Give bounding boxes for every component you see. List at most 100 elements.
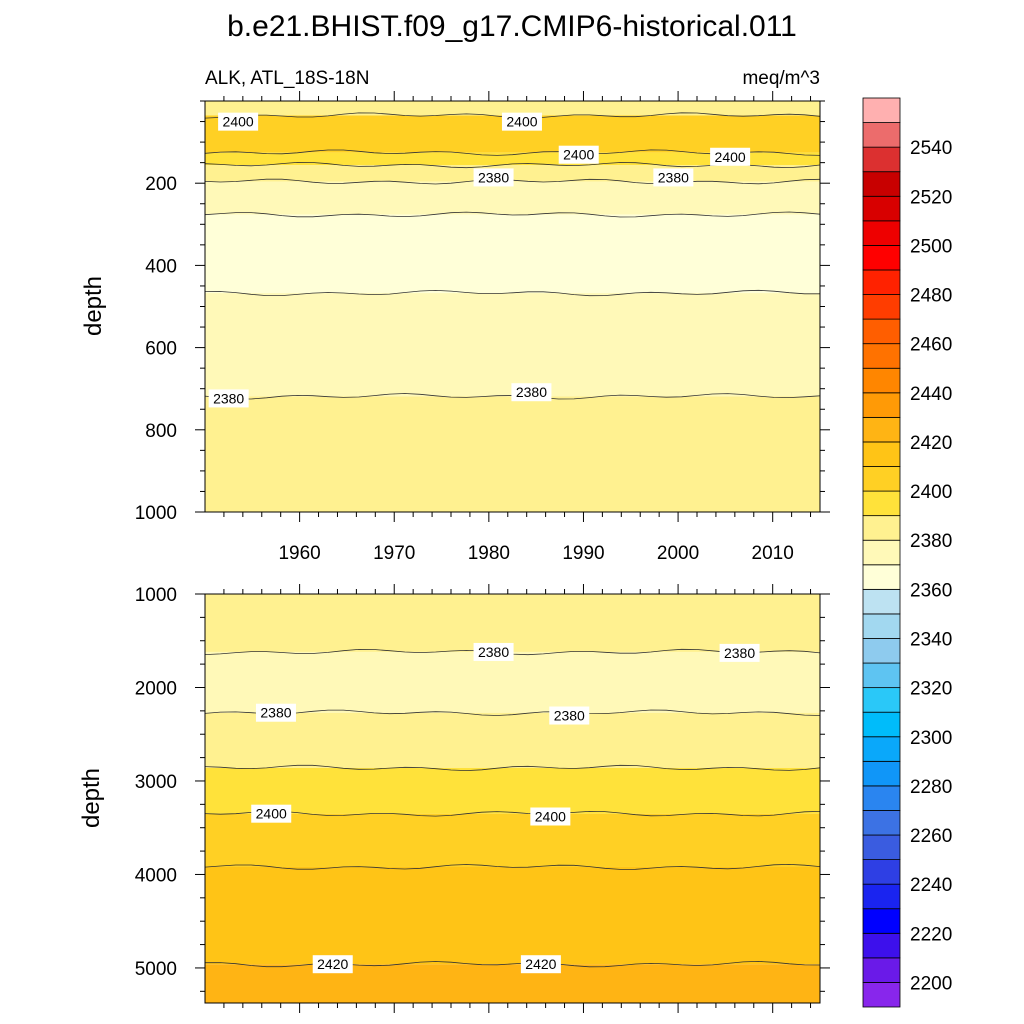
colorbar-label: 2460	[910, 335, 952, 356]
contour-label: 2400	[563, 147, 594, 163]
contour-label: 2380	[260, 705, 291, 721]
contour-label-box	[312, 955, 353, 974]
colorbar-swatch	[862, 195, 901, 222]
colorbar-swatch	[862, 515, 901, 541]
y-tick-label: 4000	[135, 865, 177, 886]
colorbar-swatch	[862, 638, 901, 664]
contour-label: 2400	[535, 808, 566, 824]
x-tick-label: 2000	[657, 543, 699, 564]
contour-label-box	[710, 147, 751, 166]
contour-label-box	[473, 168, 514, 187]
upper-y-axis-label: depth	[80, 276, 107, 336]
y-tick-label: 800	[145, 421, 177, 442]
contour-line	[204, 289, 820, 297]
y-tick-label: 2000	[135, 678, 177, 699]
colorbar-label: 2540	[910, 138, 952, 159]
contour-label-box	[549, 706, 590, 725]
colorbar-swatch	[862, 982, 901, 1008]
x-tick-label: 1970	[373, 543, 415, 564]
x-tick-label: 1980	[468, 543, 510, 564]
contour-label-box	[255, 703, 296, 722]
colorbar-swatch	[862, 318, 901, 345]
colorbar-label: 2200	[910, 973, 952, 994]
colorbar-swatch	[862, 171, 901, 197]
plot-frame	[204, 593, 821, 1004]
y-tick-label: 5000	[135, 959, 177, 980]
colorbar-swatch	[862, 146, 901, 173]
colorbar-swatch	[862, 466, 901, 492]
y-tick-label: 3000	[135, 772, 177, 793]
contour-label-box	[558, 145, 599, 164]
colorbar-swatch	[862, 736, 901, 762]
colorbar-swatch	[862, 367, 901, 394]
lower-y-axis-label: depth	[78, 768, 105, 828]
colorbar-label: 2240	[910, 875, 952, 896]
contour-label: 2400	[506, 114, 537, 130]
colorbar-swatch	[862, 441, 901, 467]
contour-label: 2400	[256, 806, 287, 822]
contour-band	[205, 293, 820, 397]
colorbar: 2200 2220 2240 2260 2280 2300 2320 2340 2360 2380…	[862, 97, 952, 1008]
colorbar-swatch	[862, 490, 901, 517]
contour-label-box	[520, 955, 561, 974]
colorbar-swatch	[862, 269, 901, 295]
colorbar-label: 2220	[910, 924, 952, 945]
colorbar-swatch	[862, 416, 901, 443]
contour-line	[204, 764, 821, 772]
contour-band	[205, 396, 820, 512]
contour-band	[205, 101, 820, 116]
colorbar-swatch	[862, 122, 901, 148]
contour-band	[205, 964, 820, 1003]
colorbar-label: 2500	[910, 236, 952, 257]
contour-label: 2380	[516, 384, 547, 400]
contour-line	[204, 709, 821, 716]
contour-label-box	[530, 807, 571, 826]
contour-line	[204, 211, 821, 218]
colorbar-swatch	[862, 785, 901, 811]
contour-label: 2380	[478, 169, 509, 185]
colorbar-label: 2300	[910, 728, 952, 749]
colorbar-swatch	[862, 220, 901, 246]
contour-label: 2420	[525, 956, 556, 972]
colorbar-label: 2320	[910, 679, 952, 700]
y-tick-label: 1000	[135, 585, 177, 606]
contour-label-box	[511, 383, 552, 402]
colorbar-swatch	[862, 613, 901, 639]
colorbar-swatch	[862, 245, 901, 271]
colorbar-swatch	[862, 932, 901, 959]
contour-band	[205, 214, 820, 294]
colorbar-swatch	[862, 711, 901, 738]
contour-label: 2400	[715, 149, 746, 165]
colorbar-swatch	[862, 859, 901, 885]
y-tick-label: 200	[145, 174, 177, 195]
contour-label-box	[501, 112, 542, 131]
colorbar-label: 2520	[910, 187, 952, 208]
contour-band	[205, 181, 820, 215]
x-tick-label: 1990	[562, 543, 604, 564]
upper-panel: 2400 2400 2400 2400 2380 2380 2380 2380 200 400 60…	[135, 91, 830, 564]
contour-label-box	[218, 112, 259, 131]
contour-band	[205, 651, 820, 713]
contour-label-box	[719, 643, 760, 662]
units-subtitle: meq/m^3	[742, 68, 820, 89]
x-tick-label: 1960	[278, 543, 320, 564]
contour-band	[205, 866, 820, 965]
contour-label: 2400	[223, 114, 254, 130]
contour-line	[204, 810, 821, 817]
colorbar-swatch	[862, 687, 901, 713]
contour-band	[205, 712, 820, 768]
colorbar-swatch	[862, 834, 901, 860]
contour-label: 2380	[724, 645, 755, 661]
contour-label: 2380	[478, 644, 509, 660]
colorbar-label: 2440	[910, 384, 952, 405]
contour-label-box	[251, 804, 292, 823]
chart-title: b.e21.BHIST.f09_g17.CMIP6-historical.011	[227, 10, 797, 43]
contour-label-box	[473, 642, 514, 661]
contour-label-box	[653, 168, 694, 187]
contour-band	[205, 813, 820, 867]
contour-label: 2380	[213, 390, 244, 406]
colorbar-swatch	[862, 392, 901, 418]
colorbar-swatch	[862, 564, 901, 590]
contour-band	[205, 152, 820, 166]
